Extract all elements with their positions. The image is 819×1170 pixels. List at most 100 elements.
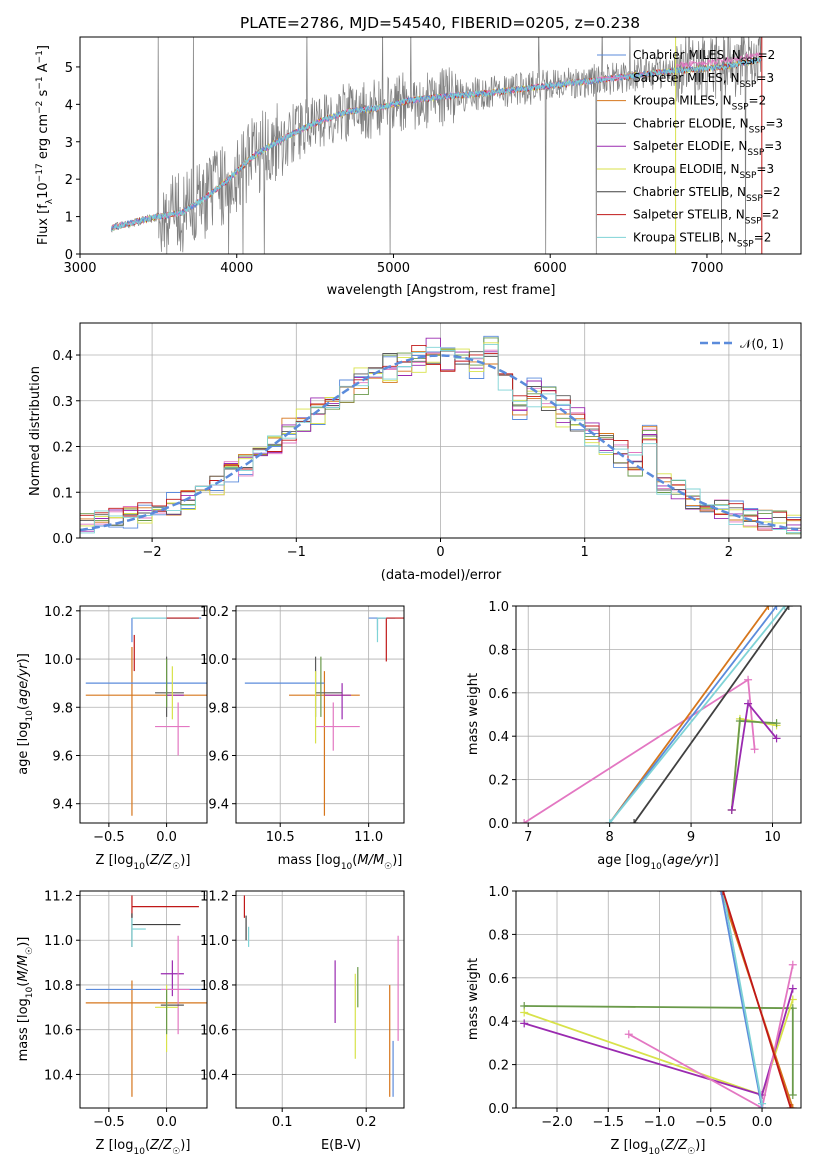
text-span: ☉ <box>172 1147 180 1157</box>
plus-marker <box>744 675 753 684</box>
text-span: 10 <box>648 1147 660 1157</box>
text-span: Salpeter MILES, N <box>633 71 740 85</box>
text-span: erg cm <box>36 114 51 163</box>
legend-entry: Kroupa STELIB, NSSP=2 <box>633 230 771 249</box>
text-span: 10 <box>133 862 145 872</box>
plus-marker <box>758 1099 767 1108</box>
y-tick-label: 4 <box>65 98 73 113</box>
y-tick-label: 0.6 <box>488 687 509 702</box>
text-span: 10 <box>25 710 35 722</box>
text-span: SSP <box>737 239 754 249</box>
figure-title: PLATE=2786, MJD=54540, FIBERID=0205, z=0… <box>240 14 640 32</box>
text-span: Z/Z <box>149 1138 173 1153</box>
text-span: ( <box>352 853 357 868</box>
y-tick-label: 9.6 <box>208 749 229 764</box>
text-span: ☉ <box>384 862 392 872</box>
y-tick-label: 10.4 <box>200 1068 229 1083</box>
y-tick-label: 10.6 <box>200 1024 229 1039</box>
y-tick-label: 0.0 <box>488 817 509 832</box>
text-span: )] <box>695 1138 705 1153</box>
axes-7: 0.1 0.2 10.4 10.6 10.8 11.0 11.2 <box>200 889 405 1130</box>
y-tick-label: 10.4 <box>44 1068 73 1083</box>
x-tick-label: −1 <box>287 545 306 560</box>
y-tick-label: 10.2 <box>200 605 229 620</box>
plot-area <box>243 895 399 1097</box>
y-tick-label: 10.2 <box>44 605 73 620</box>
mass-weight-line <box>722 891 763 1104</box>
y-tick-label: 9.6 <box>52 749 73 764</box>
text-span: 10 <box>25 986 35 998</box>
text-span: A <box>36 63 51 76</box>
mass-weight-line <box>628 964 794 1108</box>
legend-entry: Kroupa ELODIE, NSSP=3 <box>633 162 774 181</box>
mass-weight-line <box>608 606 786 823</box>
axes-6: −0.5 0.0 10.4 10.6 10.8 11.0 11.2 <box>44 889 208 1130</box>
plus-marker <box>624 1030 633 1039</box>
x-tick-label: 5000 <box>377 261 410 276</box>
plot-area <box>85 895 207 1097</box>
text-span: )] <box>709 853 719 868</box>
text-span: ☉ <box>687 1147 695 1157</box>
histogram-series-line <box>80 343 801 534</box>
text-span: −1 <box>35 76 45 89</box>
x-tick-label: −0.5 <box>93 830 125 845</box>
axes-frame <box>515 605 802 824</box>
text-span: Z/Z <box>664 1138 688 1153</box>
x-tick-label: 3000 <box>63 261 96 276</box>
text-span: mass [log <box>16 998 31 1061</box>
x-tick-label: 0 <box>436 545 444 560</box>
axes-1: 3000 4000 5000 6000 7000 0 1 2 3 4 5 Chabrier MILES… <box>63 36 802 276</box>
y-tick-label: 9.8 <box>52 701 73 716</box>
text-span: =3 <box>765 116 783 130</box>
x-axis-label: (data-model)/error <box>381 568 502 583</box>
text-span: =3 <box>764 139 782 153</box>
x-tick-label: 0.2 <box>356 1115 377 1130</box>
x-tick-label: 8 <box>606 830 614 845</box>
text-span: SSP <box>746 194 763 204</box>
plus-marker <box>788 984 797 993</box>
plot-area <box>520 606 793 823</box>
y-tick-label: 1.0 <box>488 600 509 615</box>
text-span: ( <box>145 1138 150 1153</box>
text-span: age/yr <box>667 853 710 868</box>
y-tick-label: 11.2 <box>44 889 73 904</box>
mass-weight-line <box>722 891 792 1108</box>
text-span: =2 <box>762 208 780 222</box>
plus-marker <box>719 891 728 895</box>
x-tick-label: 0.0 <box>156 1115 177 1130</box>
model-spectrum-line <box>111 56 762 231</box>
plus-marker <box>735 717 744 726</box>
text-span: ( <box>145 853 150 868</box>
y-tick-label: 0.4 <box>52 349 73 364</box>
text-span: λ <box>45 198 55 204</box>
text-span: Chabrier STELIB, N <box>633 185 746 199</box>
x-tick-label: −0.5 <box>695 1115 727 1130</box>
x-tick-label: 10 <box>764 830 781 845</box>
text-span: Salpeter STELIB, N <box>633 208 745 222</box>
text-span: M/M <box>357 853 384 868</box>
legend-entry: Salpeter MILES, NSSP=3 <box>633 71 774 90</box>
plus-marker <box>727 805 736 814</box>
text-span: Chabrier MILES, N <box>633 48 741 62</box>
legend-entry: Chabrier MILES, NSSP=2 <box>633 48 775 67</box>
plus-marker <box>788 1104 797 1108</box>
axes-2: −2 −1 0 1 2 0.0 0.1 0.2 0.3 0.4 𝒩(0, 1) <box>52 322 802 560</box>
y-tick-label: 0.2 <box>52 441 73 456</box>
plus-marker <box>520 1019 529 1028</box>
text-span: Kroupa ELODIE, N <box>633 162 740 176</box>
text-span: Kroupa STELIB, N <box>633 230 737 244</box>
y-axis-label: mass [log10(M/M☉)] <box>16 937 35 1062</box>
text-span: Z [log <box>96 1138 134 1153</box>
y-tick-label: 1 <box>65 211 73 226</box>
legend-entry: Chabrier ELODIE, NSSP=3 <box>633 116 783 135</box>
y-tick-label: 0.0 <box>488 1102 509 1117</box>
x-tick-label: −2 <box>143 545 162 560</box>
text-span: ( <box>16 982 31 987</box>
text-span: mass [log <box>278 853 341 868</box>
plot-area <box>244 617 404 816</box>
text-span: s <box>36 89 51 100</box>
y-tick-label: 5 <box>65 61 73 76</box>
legend-entry: Salpeter ELODIE, NSSP=3 <box>633 139 782 158</box>
plus-marker <box>780 606 789 610</box>
